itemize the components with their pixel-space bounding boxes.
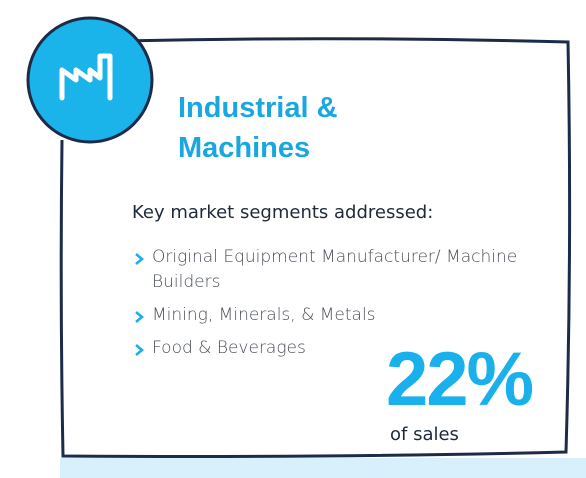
segment-text: Original Equipment Manufacturer/ Machine… bbox=[152, 247, 518, 292]
segment: Original Equipment Manufacturer/ Machine… bbox=[132, 245, 537, 295]
segment-list: Original Equipment Manufacturer/ Machine… bbox=[132, 245, 552, 369]
segment: Food & Beverages bbox=[132, 336, 537, 361]
card-outline bbox=[59, 37, 572, 458]
title-line: Machines bbox=[178, 132, 311, 164]
segment-text: Food & Beverages bbox=[152, 338, 306, 358]
bottom-strip bbox=[60, 458, 586, 478]
stat-value: 22% bbox=[386, 337, 534, 422]
title: Industrial & Machines bbox=[178, 88, 338, 168]
title-line: Industrial & bbox=[178, 92, 338, 124]
chevron bbox=[135, 253, 144, 265]
chevron bbox=[135, 311, 144, 323]
chevron bbox=[135, 344, 144, 356]
intro: Key market segments addressed: bbox=[132, 202, 434, 223]
segment-text: Mining, Minerals, & Metals bbox=[152, 305, 376, 325]
segment: Mining, Minerals, & Metals bbox=[132, 303, 537, 328]
factory-icon bbox=[59, 53, 113, 101]
stat-label: of sales bbox=[390, 424, 459, 445]
